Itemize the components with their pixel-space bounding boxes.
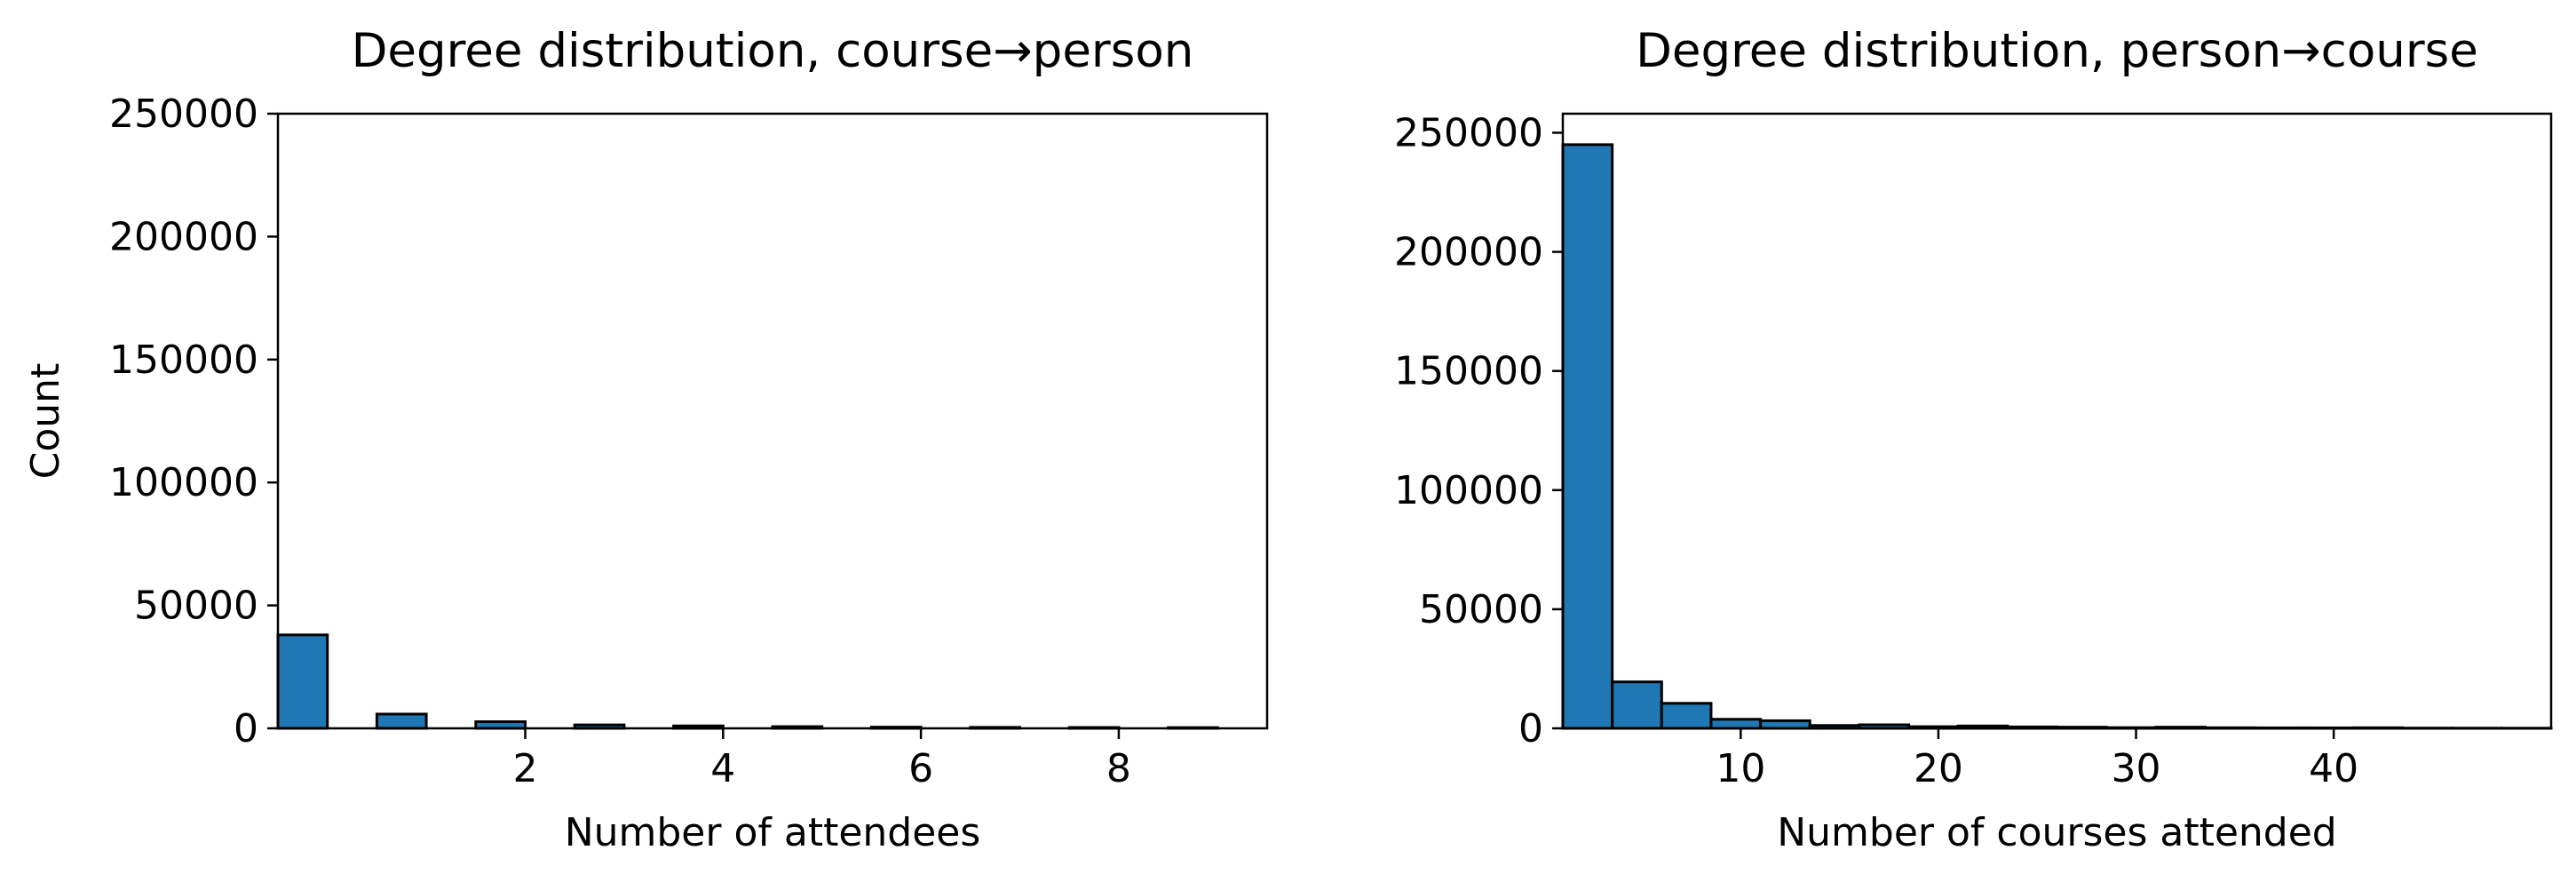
right-histogram-panel: 10 20 30 40 0 50000 100000 150000 200000 250000 De…	[1394, 24, 2553, 855]
histogram-bar	[1660, 702, 1713, 730]
y-axis-label: Count	[23, 363, 68, 480]
x-tick-label: 8	[1106, 746, 1131, 791]
left-histogram-panel: 2 4 6 8 0 50000 100000 150000 200000 250000 Degree…	[23, 24, 1269, 855]
histogram-bar	[276, 633, 329, 730]
x-axis-label: Number of courses attended	[1777, 810, 2336, 855]
histogram-bar	[1709, 718, 1763, 730]
y-tick-label: 200000	[1394, 230, 1543, 275]
histogram-bar	[375, 712, 428, 730]
y-tick-label: 0	[1518, 706, 1543, 751]
y-tick-label: 100000	[1394, 468, 1543, 513]
histogram-bar	[1759, 719, 1811, 730]
x-tick-label: 4	[710, 746, 735, 791]
axes-frame	[1561, 112, 2553, 730]
y-tick-label: 50000	[134, 584, 258, 629]
x-tick-label: 6	[908, 746, 933, 791]
y-tick-label: 250000	[1394, 110, 1543, 155]
chart-title: Degree distribution, course→person	[352, 24, 1194, 78]
x-tick-label: 40	[2309, 746, 2358, 791]
y-tick-label: 0	[234, 706, 258, 751]
y-tick-label: 150000	[1394, 349, 1543, 394]
x-axis-label: Number of attendees	[565, 810, 981, 855]
y-tick-label: 200000	[109, 214, 258, 259]
x-tick-label: 30	[2112, 746, 2161, 791]
y-tick-label: 150000	[109, 338, 258, 383]
axes-frame	[276, 112, 1269, 730]
histogram-bar	[1611, 680, 1663, 730]
y-tick-label: 50000	[1419, 587, 1543, 632]
histogram-bar	[1561, 143, 1614, 730]
x-tick-label: 2	[513, 746, 538, 791]
x-tick-label: 20	[1914, 746, 1963, 791]
y-tick-label: 100000	[109, 460, 258, 505]
chart-title: Degree distribution, person→course	[1636, 24, 2478, 78]
x-tick-label: 10	[1716, 746, 1765, 791]
y-tick-label: 250000	[109, 91, 258, 137]
